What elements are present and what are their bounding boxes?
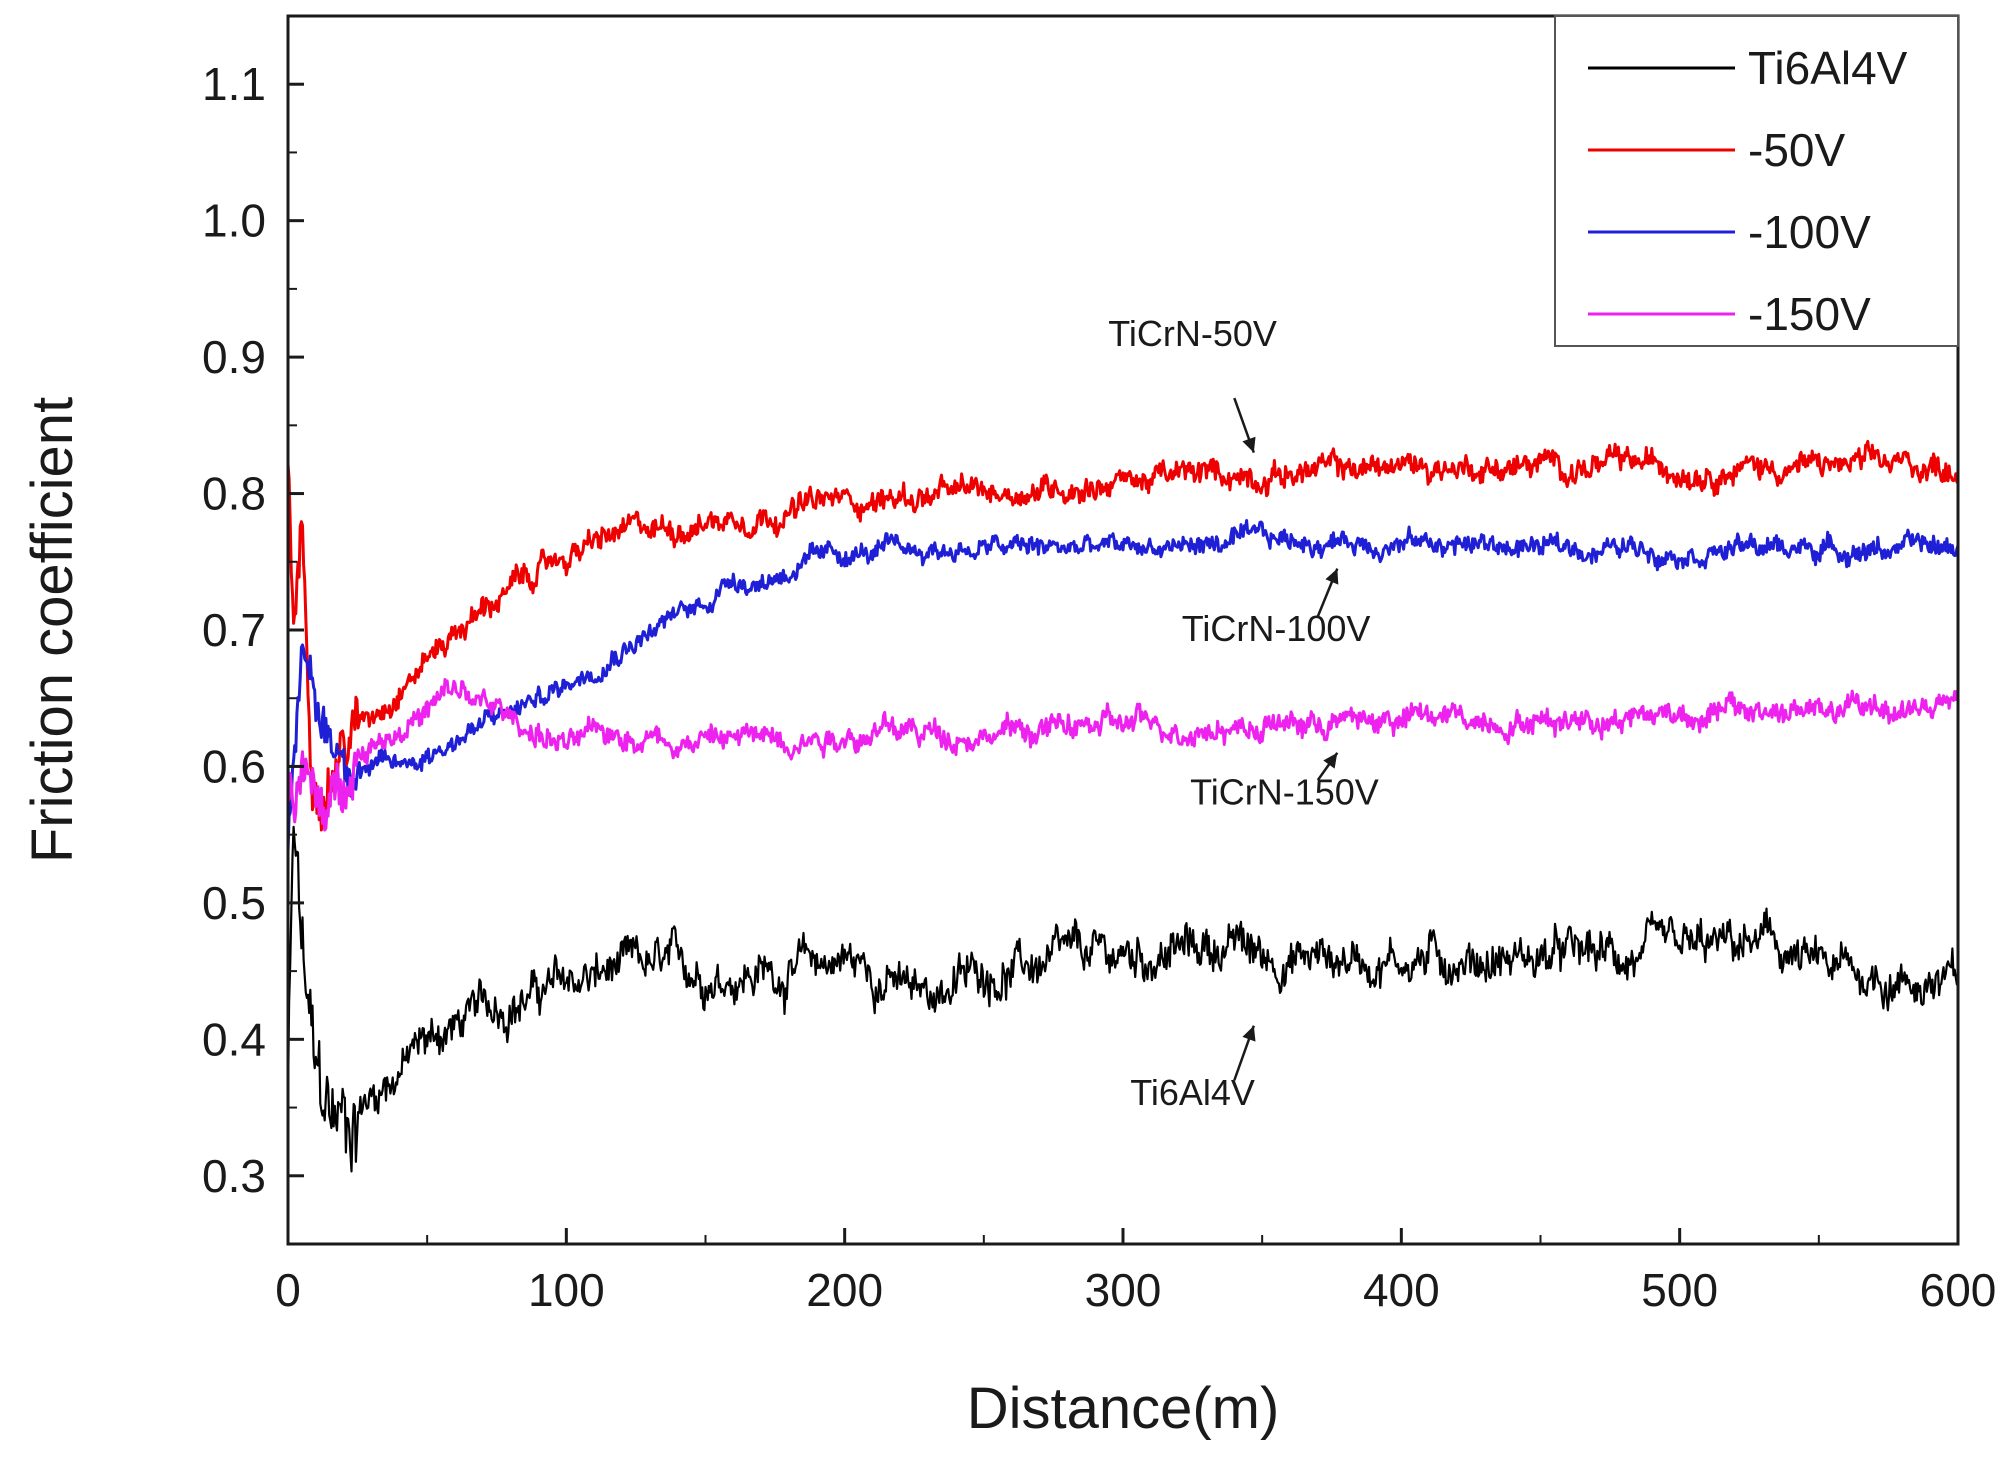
y-tick-label: 1.1 <box>202 58 266 110</box>
x-tick-label: 500 <box>1641 1264 1718 1316</box>
tick-layer: 0 100 200 300 400 500 600 0.3 0.4 0.5 0.6 0.7 0.8 0.9… <box>202 15 1997 1316</box>
x-axis-title: Distance(m) <box>967 1376 1280 1441</box>
legend-label-100v: -100V <box>1748 206 1871 258</box>
x-tick-label: 600 <box>1920 1264 1997 1316</box>
y-tick-label: 0.6 <box>202 740 266 792</box>
x-tick-label: 400 <box>1363 1264 1440 1316</box>
y-tick-label: 1.0 <box>202 195 266 247</box>
plot-frame <box>286 14 1960 1246</box>
annotation-ticrn-150v: TiCrN-150V <box>1190 772 1379 813</box>
legend-box <box>1554 15 1959 347</box>
annotation-ticrn-50v: TiCrN-50V <box>1108 313 1277 354</box>
annotation-arrow-head <box>1325 568 1339 585</box>
y-tick-label: 0.3 <box>202 1150 266 1202</box>
legend-label-ti6al4v: Ti6Al4V <box>1748 42 1908 94</box>
x-tick-label: 100 <box>528 1264 605 1316</box>
y-tick-label: 0.9 <box>202 331 266 383</box>
y-tick-label: 0.4 <box>202 1013 266 1065</box>
series-line-50v <box>286 439 1960 832</box>
annotation-arrow-head <box>1242 1025 1256 1042</box>
legend-label-50v: -50V <box>1748 124 1845 176</box>
series-layer <box>286 439 1960 1173</box>
x-tick-label: 0 <box>275 1264 301 1316</box>
y-axis-title: Friction coefficient <box>20 397 85 863</box>
annotation-arrow-head <box>1323 752 1338 769</box>
legend-label-150v: -150V <box>1748 288 1871 340</box>
series-line-100v <box>286 519 1960 852</box>
legend: Ti6Al4V -50V -100V -150V <box>1554 15 1959 347</box>
series-line-150v <box>286 678 1960 832</box>
x-tick-label: 200 <box>806 1264 883 1316</box>
y-tick-label: 0.8 <box>202 468 266 520</box>
annotation-arrow-head <box>1242 436 1256 453</box>
annotation-ticrn-100v: TiCrN-100V <box>1182 608 1371 649</box>
x-tick-label: 300 <box>1085 1264 1162 1316</box>
y-tick-label: 0.5 <box>202 877 266 929</box>
y-tick-label: 0.7 <box>202 604 266 656</box>
series-line-ti6al4v <box>286 825 1959 1173</box>
